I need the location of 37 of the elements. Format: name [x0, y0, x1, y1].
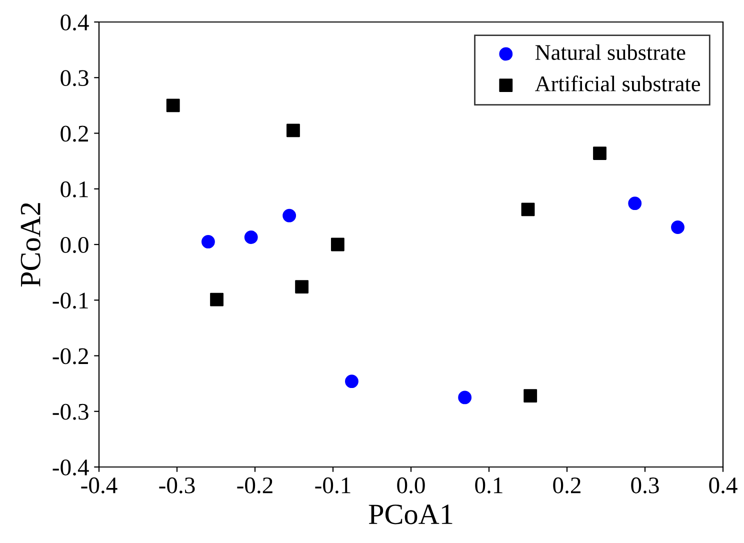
point: [671, 220, 684, 234]
y-tick-label: 0.3: [60, 70, 88, 86]
point: [345, 374, 358, 388]
y-tick-label: 0.2: [60, 126, 88, 142]
x-tick-label: -0.1: [315, 477, 350, 494]
point: [593, 146, 606, 160]
point: [210, 292, 224, 306]
x-tick-label: -0.4: [81, 477, 118, 494]
x-tick-label: 0.4: [709, 477, 738, 494]
point: [458, 390, 472, 404]
y-tick-label: 0.4: [60, 14, 89, 31]
point: [628, 196, 642, 210]
point: [524, 389, 538, 403]
y-tick-label: -0.4: [52, 459, 89, 476]
x-tick-label: 0.0: [397, 477, 425, 494]
point: [521, 202, 535, 216]
x-tick-label: 0.1: [475, 477, 502, 494]
point: [201, 235, 215, 248]
legend-label: Natural substrate: [535, 44, 686, 60]
y-tick-label: 0.0: [60, 236, 88, 254]
point: [295, 280, 309, 294]
x-tick-label: -0.3: [159, 477, 195, 494]
point: [166, 98, 180, 112]
y-tick-label: 0.1: [60, 181, 88, 198]
point: [330, 238, 344, 252]
point: [282, 208, 296, 222]
x-axis-title: PCoA1: [368, 504, 452, 524]
legend-label: Artificial substrate: [535, 76, 700, 92]
y-axis-title: PCoA2: [20, 203, 40, 287]
y-tick-label: -0.2: [52, 348, 88, 364]
point: [244, 230, 258, 244]
x-tick-label: 0.2: [553, 477, 580, 494]
y-tick-label: -0.1: [52, 292, 88, 309]
x-tick-label: -0.2: [237, 477, 272, 494]
x-tick-label: 0.3: [631, 477, 659, 494]
point: [286, 124, 300, 138]
y-tick-label: -0.3: [52, 404, 88, 420]
